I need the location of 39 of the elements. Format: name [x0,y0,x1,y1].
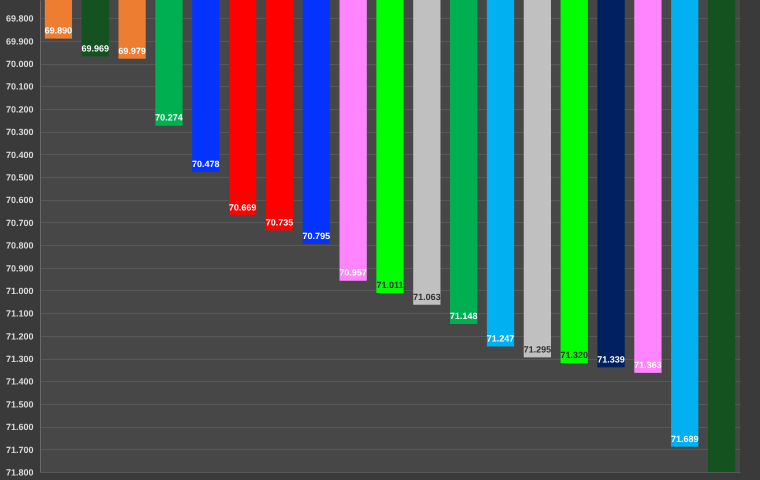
data-label: 71.011 [376,280,404,290]
data-label: 71.339 [597,354,625,364]
data-label: 70.274 [155,112,183,123]
data-label: 69.979 [118,46,146,56]
data-label: 69.969 [82,44,110,54]
data-label: 71.320 [560,350,588,360]
y-tick-label: 70.600 [6,195,34,206]
y-tick-label: 71.000 [6,286,34,296]
data-label: 71.689 [670,434,698,444]
data-label: 70.669 [228,202,256,212]
y-tick-label: 71.700 [6,444,34,455]
y-tick-label: 70.300 [6,127,34,138]
y-tick-label: 70.500 [6,172,34,182]
y-tick-label: 71.100 [6,308,34,319]
data-label: 70.957 [339,268,367,278]
data-label: 71.063 [413,292,441,302]
data-label: 71.295 [524,344,552,354]
data-label: 70.735 [266,217,294,228]
y-tick-label: 70.900 [6,263,34,274]
y-tick-label: 70.000 [6,59,34,70]
y-tick-label: 71.800 [6,468,34,478]
y-tick-label: 69.800 [6,14,34,24]
data-label: 71.148 [450,311,478,322]
y-tick-label: 69.900 [6,36,34,46]
y-tick-label: 70.700 [6,218,34,228]
y-tick-label: 70.400 [6,150,34,160]
data-label: 70.795 [302,230,330,241]
y-tick-label: 70.800 [6,240,34,251]
data-label: 69.890 [44,26,72,36]
y-tick-label: 71.600 [6,422,34,432]
y-tick-label: 70.100 [6,82,34,92]
y-tick-label: 71.200 [6,331,34,342]
y-tick-label: 70.200 [6,104,34,114]
data-label: 70.478 [192,159,220,170]
data-label: 71.363 [634,360,662,370]
data-label: 71.247 [486,334,514,344]
y-tick-label: 71.300 [6,354,34,364]
y-tick-label: 71.400 [6,376,34,387]
y-tick-label: 71.500 [6,399,34,410]
